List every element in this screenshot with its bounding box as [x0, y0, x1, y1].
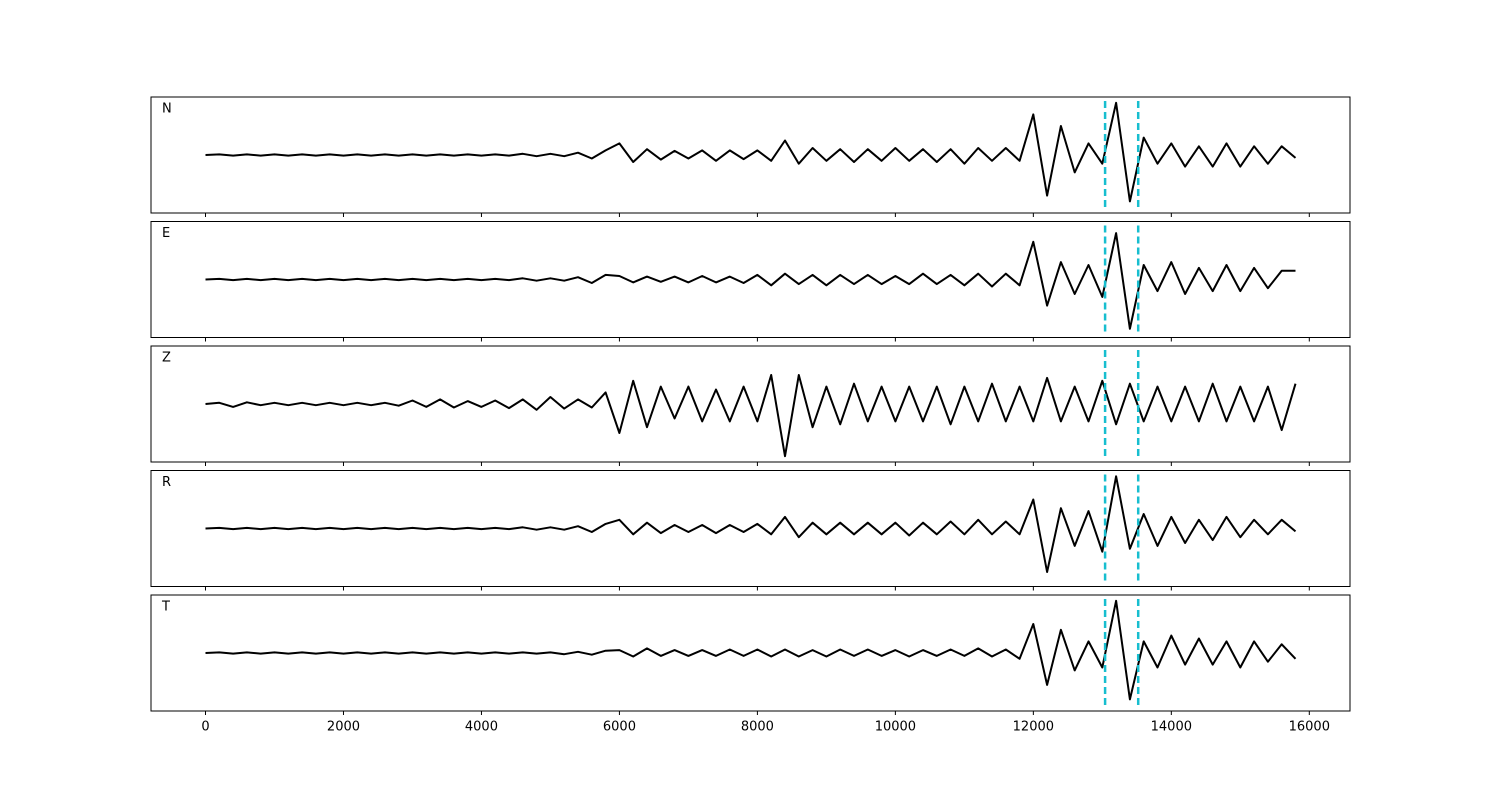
- x-tick-label: 6000: [603, 720, 636, 735]
- panel-label: N: [162, 102, 172, 117]
- x-tick-label: 16000: [1289, 720, 1330, 735]
- x-tick-label: 4000: [465, 720, 498, 735]
- panel-frame: [150, 594, 1351, 712]
- x-tick-label: 12000: [1013, 720, 1054, 735]
- trace: [205, 232, 1296, 330]
- x-tick-label: 2000: [327, 720, 360, 735]
- panel-frame: [150, 345, 1351, 463]
- trace: [205, 475, 1297, 573]
- panel-label: R: [162, 475, 171, 490]
- panel-label: Z: [162, 351, 171, 366]
- x-tick-label: 0: [201, 720, 209, 735]
- x-tick-label: 10000: [875, 720, 916, 735]
- trace: [205, 599, 1297, 701]
- trace: [205, 374, 1297, 458]
- panel-frame: [150, 470, 1351, 587]
- panel-label: E: [162, 226, 170, 241]
- panel-frame: [150, 96, 1351, 214]
- panel-label: T: [161, 600, 170, 615]
- x-tick-label: 14000: [1151, 720, 1192, 735]
- x-tick-label: 8000: [741, 720, 774, 735]
- panel-frame: [150, 221, 1351, 338]
- trace: [205, 101, 1297, 203]
